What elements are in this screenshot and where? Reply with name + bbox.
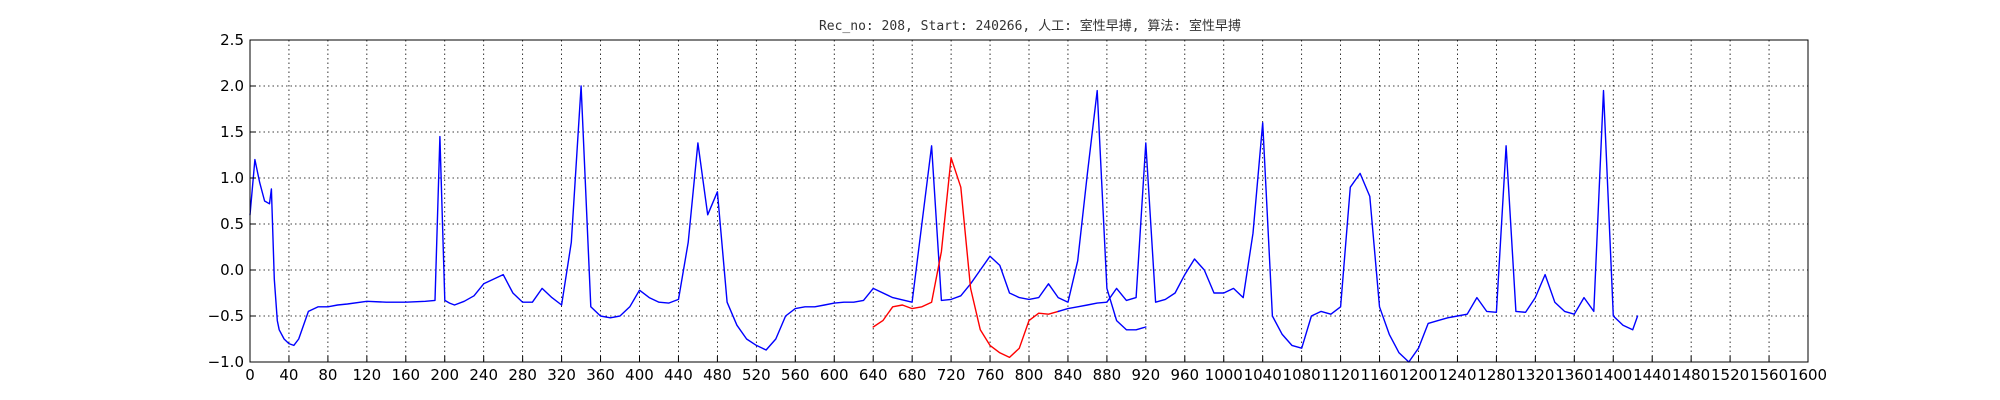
y-tick-label: 0.0 [220,261,244,279]
x-tick-label: 1440 [1633,366,1671,384]
x-tick-label: 760 [976,366,1005,384]
x-tick-label: 1360 [1555,366,1593,384]
x-tick-label: 680 [898,366,927,384]
series-line-ecg-before [249,85,1147,351]
y-tick-label: −1.0 [208,353,244,371]
x-tick-label: 880 [1093,366,1122,384]
x-tick-label: 520 [742,366,771,384]
x-tick-label: 480 [703,366,732,384]
x-tick-label: 800 [1015,366,1044,384]
x-tick-label: 120 [353,366,382,384]
y-tick-label: 1.5 [220,123,244,141]
x-tick-label: 960 [1170,366,1199,384]
x-tick-label: 920 [1132,366,1161,384]
x-tick-label: 400 [625,366,654,384]
series-line-ecg-after [1057,89,1639,363]
x-tick-label: 600 [820,366,849,384]
x-tick-label: 1280 [1477,366,1515,384]
x-tick-label: 1120 [1322,366,1360,384]
x-axis: 0 40 80 120 160 200 240 280 320 360 400 440 480 520 56… [245,356,1827,384]
x-tick-label: 200 [430,366,459,384]
x-tick-label: 360 [586,366,615,384]
x-tick-label: 320 [547,366,576,384]
x-tick-label: 1480 [1672,366,1710,384]
x-tick-label: 1000 [1205,366,1243,384]
x-tick-label: 1400 [1594,366,1632,384]
x-tick-label: 40 [279,366,298,384]
y-tick-label: 2.0 [220,77,244,95]
y-tick-label: 1.0 [220,169,244,187]
x-tick-label: 1160 [1360,366,1398,384]
x-tick-label: 80 [318,366,337,384]
x-tick-label: 160 [391,366,420,384]
x-tick-label: 440 [664,366,693,384]
x-tick-label: 1600 [1789,366,1827,384]
x-tick-label: 640 [859,366,888,384]
x-tick-label: 280 [508,366,537,384]
x-tick-label: 1560 [1750,366,1788,384]
y-tick-label: 2.5 [220,31,244,49]
x-tick-label: 1040 [1244,366,1282,384]
y-tick-label: −0.5 [208,307,244,325]
x-tick-label: 560 [781,366,810,384]
chart-title: Rec_no: 208, Start: 240266, 人工: 室性早搏, 算法… [819,18,1241,34]
y-tick-label: 0.5 [220,215,244,233]
series-line-ecg-flagged [872,157,1059,359]
x-tick-label: 1080 [1283,366,1321,384]
x-tick-label: 1200 [1399,366,1437,384]
x-tick-label: 1240 [1438,366,1476,384]
x-tick-label: 1320 [1516,366,1554,384]
x-tick-label: 240 [469,366,498,384]
x-tick-label: 0 [245,366,255,384]
y-axis: −1.0 −0.5 0.0 0.5 1.0 1.5 2.0 2.5 [208,31,256,371]
x-tick-label: 720 [937,366,966,384]
x-tick-label: 1520 [1711,366,1749,384]
series-layer [249,85,1639,363]
x-tick-label: 840 [1054,366,1083,384]
